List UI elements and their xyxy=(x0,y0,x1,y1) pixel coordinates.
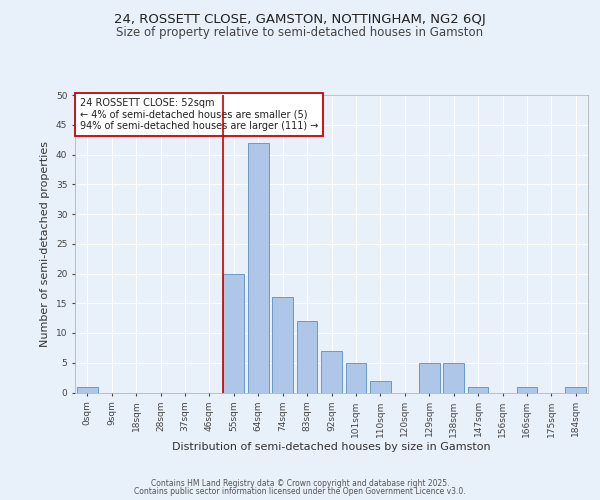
Bar xyxy=(272,298,293,392)
Bar xyxy=(223,274,244,392)
Bar xyxy=(321,351,342,393)
Y-axis label: Number of semi-detached properties: Number of semi-detached properties xyxy=(40,141,50,347)
Bar xyxy=(296,321,317,392)
Text: Contains public sector information licensed under the Open Government Licence v3: Contains public sector information licen… xyxy=(134,488,466,496)
Text: Size of property relative to semi-detached houses in Gamston: Size of property relative to semi-detach… xyxy=(116,26,484,39)
Text: 24, ROSSETT CLOSE, GAMSTON, NOTTINGHAM, NG2 6QJ: 24, ROSSETT CLOSE, GAMSTON, NOTTINGHAM, … xyxy=(114,12,486,26)
Bar xyxy=(517,386,538,392)
Bar xyxy=(467,386,488,392)
Bar xyxy=(565,386,586,392)
Text: Contains HM Land Registry data © Crown copyright and database right 2025.: Contains HM Land Registry data © Crown c… xyxy=(151,478,449,488)
X-axis label: Distribution of semi-detached houses by size in Gamston: Distribution of semi-detached houses by … xyxy=(172,442,491,452)
Bar xyxy=(77,386,98,392)
Bar xyxy=(346,363,367,392)
Bar xyxy=(248,142,269,392)
Text: 24 ROSSETT CLOSE: 52sqm
← 4% of semi-detached houses are smaller (5)
94% of semi: 24 ROSSETT CLOSE: 52sqm ← 4% of semi-det… xyxy=(80,98,319,131)
Bar xyxy=(370,380,391,392)
Bar xyxy=(443,363,464,392)
Bar xyxy=(419,363,440,392)
